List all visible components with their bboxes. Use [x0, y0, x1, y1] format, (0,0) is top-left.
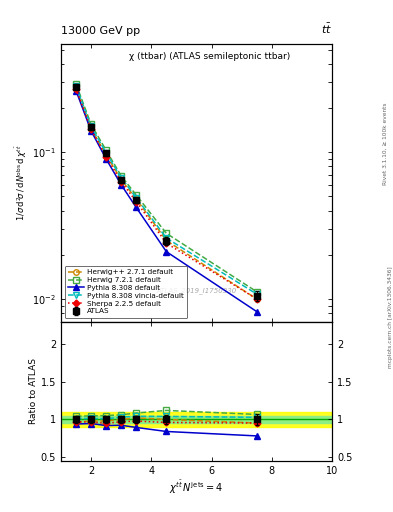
Pythia 8.308 default — [104, 156, 108, 162]
Herwig 7.2.1 default — [164, 230, 169, 237]
Text: 13000 GeV pp: 13000 GeV pp — [61, 26, 140, 36]
Pythia 8.308 default — [254, 309, 259, 315]
Pythia 8.308 vincia-default — [164, 235, 169, 241]
Sherpa 2.2.5 default — [119, 179, 123, 185]
Herwig++ 2.7.1 default — [164, 238, 169, 244]
Sherpa 2.2.5 default — [104, 154, 108, 160]
Herwig 7.2.1 default — [89, 121, 94, 127]
Pythia 8.308 vincia-default — [104, 150, 108, 156]
X-axis label: $\chi^{t\bar{t}}\,N^{\mathrm{jets}}=4$: $\chi^{t\bar{t}}\,N^{\mathrm{jets}}=4$ — [169, 478, 224, 496]
Herwig 7.2.1 default — [104, 147, 108, 154]
Text: $t\bar{t}$: $t\bar{t}$ — [321, 22, 332, 36]
Herwig++ 2.7.1 default — [89, 125, 94, 132]
Legend: Herwig++ 2.7.1 default, Herwig 7.2.1 default, Pythia 8.308 default, Pythia 8.308: Herwig++ 2.7.1 default, Herwig 7.2.1 def… — [64, 266, 187, 318]
Line: Pythia 8.308 default: Pythia 8.308 default — [73, 88, 259, 314]
Sherpa 2.2.5 default — [254, 296, 259, 302]
Line: Pythia 8.308 vincia-default: Pythia 8.308 vincia-default — [73, 83, 259, 297]
Pythia 8.308 vincia-default — [89, 123, 94, 130]
Y-axis label: Ratio to ATLAS: Ratio to ATLAS — [29, 358, 38, 424]
Herwig 7.2.1 default — [134, 192, 139, 198]
Text: Rivet 3.1.10, ≥ 100k events: Rivet 3.1.10, ≥ 100k events — [383, 102, 388, 185]
Herwig++ 2.7.1 default — [104, 152, 108, 158]
Text: mcplots.cern.ch [arXiv:1306.3436]: mcplots.cern.ch [arXiv:1306.3436] — [388, 267, 393, 368]
Pythia 8.308 vincia-default — [254, 291, 259, 297]
Sherpa 2.2.5 default — [164, 240, 169, 246]
Pythia 8.308 default — [73, 88, 78, 94]
Herwig++ 2.7.1 default — [254, 296, 259, 302]
Bar — [61, 412, 332, 427]
Herwig++ 2.7.1 default — [73, 86, 78, 92]
Sherpa 2.2.5 default — [73, 86, 78, 92]
Pythia 8.308 vincia-default — [134, 195, 139, 201]
Sherpa 2.2.5 default — [134, 199, 139, 205]
Pythia 8.308 default — [119, 182, 123, 188]
Sherpa 2.2.5 default — [89, 126, 94, 133]
Pythia 8.308 vincia-default — [73, 83, 78, 89]
Pythia 8.308 default — [164, 249, 169, 255]
Text: ATLAS_2019_I1750330: ATLAS_2019_I1750330 — [156, 287, 237, 294]
Herwig 7.2.1 default — [119, 173, 123, 179]
Y-axis label: $1/\sigma\,\mathrm{d}^2\!\sigma\,/\,\mathrm{d}N^{\mathrm{obs}}\,\mathrm{d}\,\chi: $1/\sigma\,\mathrm{d}^2\!\sigma\,/\,\mat… — [14, 144, 29, 221]
Pythia 8.308 default — [134, 204, 139, 210]
Herwig 7.2.1 default — [254, 289, 259, 295]
Herwig++ 2.7.1 default — [119, 177, 123, 183]
Herwig 7.2.1 default — [73, 81, 78, 87]
Text: χ (ttbar) (ATLAS semileptonic ttbar): χ (ttbar) (ATLAS semileptonic ttbar) — [129, 52, 291, 61]
Pythia 8.308 vincia-default — [119, 175, 123, 181]
Herwig++ 2.7.1 default — [134, 196, 139, 202]
Pythia 8.308 default — [89, 127, 94, 134]
Bar — [61, 416, 332, 423]
Line: Herwig++ 2.7.1 default: Herwig++ 2.7.1 default — [73, 86, 259, 302]
Line: Sherpa 2.2.5 default: Sherpa 2.2.5 default — [73, 86, 259, 302]
Line: Herwig 7.2.1 default: Herwig 7.2.1 default — [73, 81, 259, 294]
